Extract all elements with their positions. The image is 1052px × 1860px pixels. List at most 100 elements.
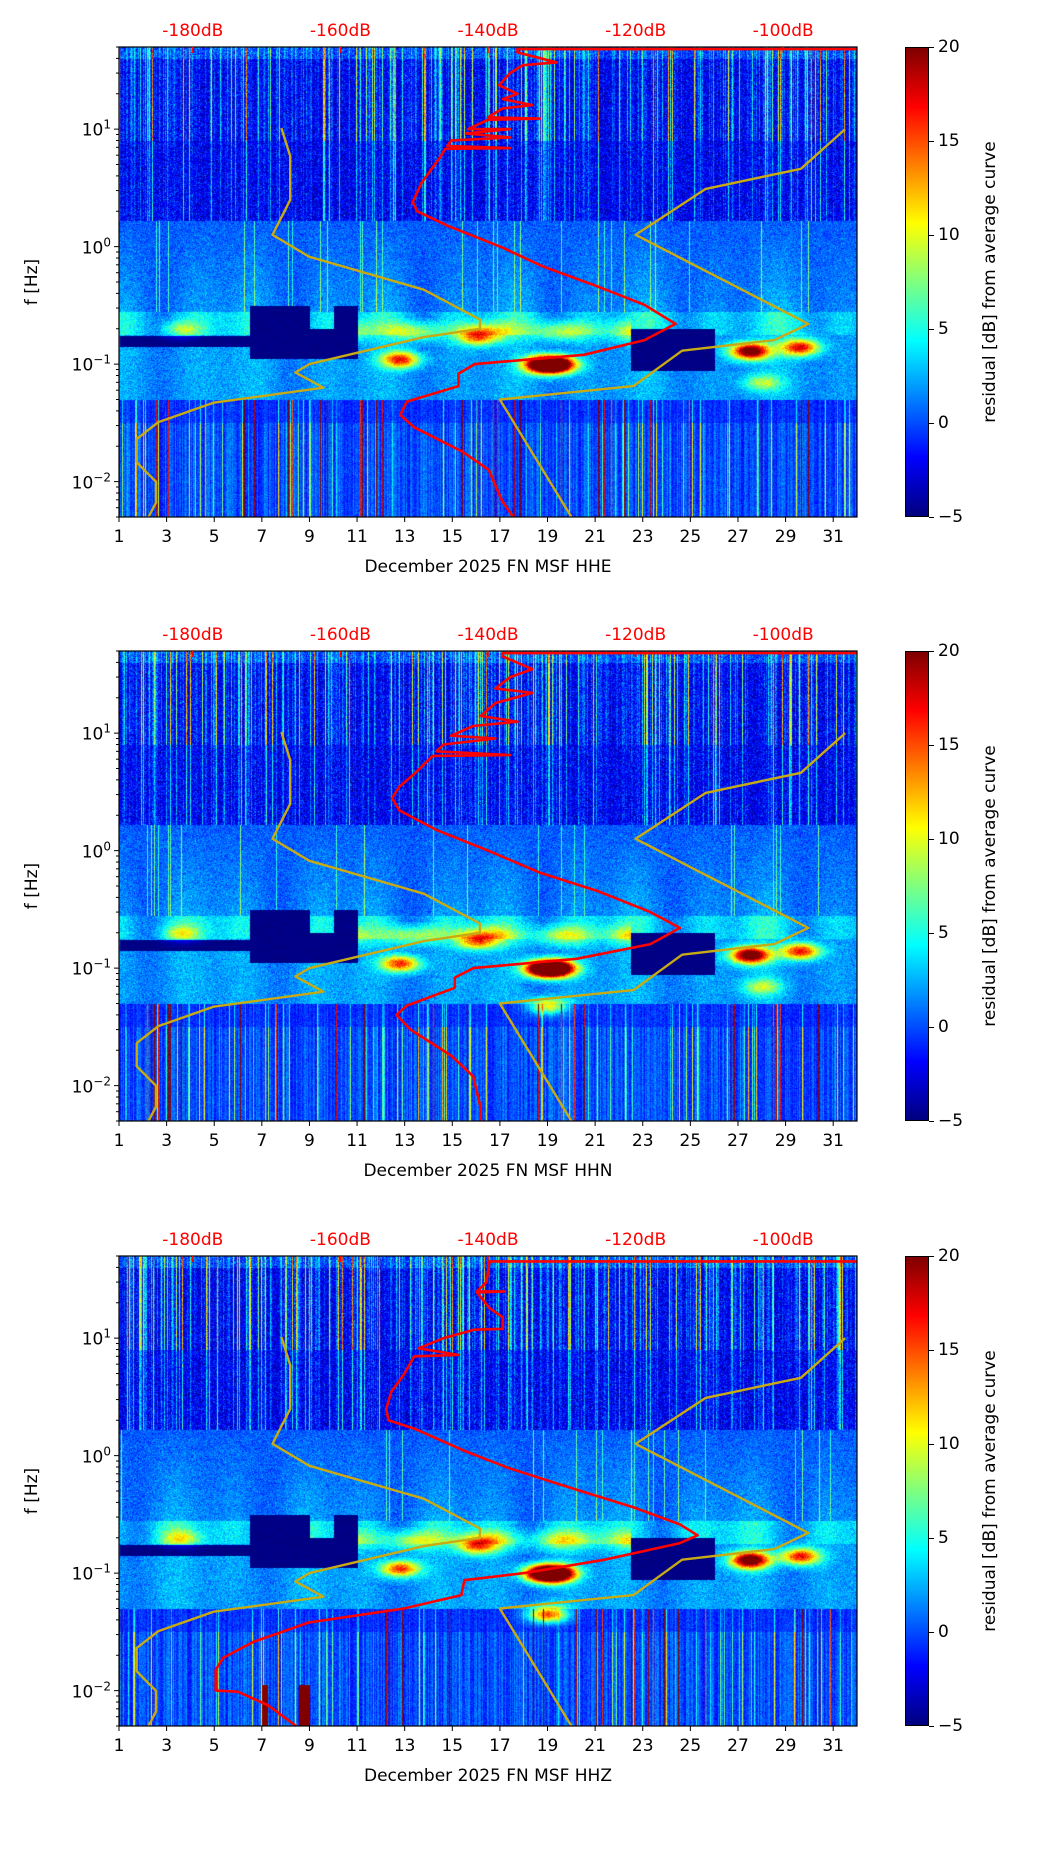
db-tick-label: -180dB <box>162 625 224 645</box>
colorbar-tick-label: 10 <box>938 829 960 849</box>
y-axis-label: f [Hz] <box>22 862 42 910</box>
colorbar-tick-label: 20 <box>938 1246 960 1266</box>
x-tick-label: 19 <box>536 1736 559 1756</box>
x-tick-label: 19 <box>536 1131 559 1151</box>
x-tick-label: 5 <box>208 527 220 547</box>
y-tick-exponent: −1 <box>93 1561 111 1576</box>
colorbar-tick-mark <box>929 1121 934 1122</box>
y-axis-label: f [Hz] <box>22 258 42 306</box>
x-axis-label: December 2025 FN MSF HHE <box>364 557 612 577</box>
x-tick-label: 13 <box>393 1736 416 1756</box>
colorbar-tick-mark <box>929 651 934 652</box>
y-tick-base: 10 <box>71 1076 94 1097</box>
colorbar-label: residual [dB] from average curve <box>980 141 1000 423</box>
colorbar-tick-mark <box>929 1726 934 1727</box>
nhnm-curve <box>498 732 847 1122</box>
colorbar-tick-label: 5 <box>938 1528 949 1548</box>
y-tick-exponent: −2 <box>93 1074 111 1089</box>
y-tick-base: 10 <box>71 1681 94 1702</box>
colorbar-tick-label: 0 <box>938 1017 949 1037</box>
nlnm-curve <box>135 731 482 1122</box>
db-tick-label: -160dB <box>309 1230 371 1250</box>
y-tick-label: 101 <box>51 722 111 745</box>
x-tick-label: 29 <box>774 1736 797 1756</box>
y-tick-label: 10−1 <box>51 957 111 980</box>
y-tick-base: 10 <box>81 841 104 862</box>
y-tick-exponent: 0 <box>103 839 111 854</box>
db-tick-label: -100dB <box>752 1230 814 1250</box>
x-tick-label: 5 <box>208 1131 220 1151</box>
y-tick-exponent: 1 <box>103 117 111 132</box>
colorbar-tick-mark <box>929 517 934 518</box>
db-tick-label: -120dB <box>605 1230 667 1250</box>
y-tick-label: 10−2 <box>51 470 111 493</box>
x-tick-label: 1 <box>113 1736 125 1756</box>
colorbar-tick-label: 0 <box>938 1622 949 1642</box>
db-tick-label: -140dB <box>457 1230 519 1250</box>
x-tick-label: 31 <box>822 527 845 547</box>
colorbar-tick-mark <box>929 1027 934 1028</box>
y-tick-exponent: 0 <box>103 1444 111 1459</box>
y-tick-base: 10 <box>71 355 94 376</box>
x-tick-label: 15 <box>441 1131 464 1151</box>
colorbar-tick-label: 15 <box>938 735 960 755</box>
db-tick-label: -100dB <box>752 625 814 645</box>
y-tick-label: 10−1 <box>51 353 111 376</box>
y-tick-label: 10−2 <box>51 1074 111 1097</box>
x-tick-label: 23 <box>631 1131 654 1151</box>
x-tick-label: 17 <box>489 1131 511 1151</box>
x-tick-label: 23 <box>631 527 654 547</box>
colorbar-label: residual [dB] from average curve <box>980 1350 1000 1632</box>
colorbar-tick-mark <box>929 1538 934 1539</box>
x-tick-label: 3 <box>161 527 173 547</box>
x-tick-label: 27 <box>727 527 749 547</box>
db-tick-label: -120dB <box>605 625 667 645</box>
y-tick-label: 100 <box>51 235 111 258</box>
x-tick-label: 7 <box>256 1131 268 1151</box>
colorbar-tick-mark <box>929 745 934 746</box>
colorbar-tick-label: 5 <box>938 923 949 943</box>
y-tick-label: 100 <box>51 839 111 862</box>
colorbar-tick-label: 5 <box>938 319 949 339</box>
y-tick-base: 10 <box>81 724 104 745</box>
y-tick-base: 10 <box>81 1329 104 1350</box>
x-tick-label: 13 <box>393 527 416 547</box>
x-tick-label: 13 <box>393 1131 416 1151</box>
db-tick-label: -180dB <box>162 21 224 41</box>
colorbar-label: residual [dB] from average curve <box>980 745 1000 1027</box>
y-tick-base: 10 <box>81 237 104 258</box>
y-tick-base: 10 <box>71 959 94 980</box>
db-tick-label: -100dB <box>752 21 814 41</box>
x-tick-label: 11 <box>346 527 368 547</box>
x-tick-label: 21 <box>584 1736 606 1756</box>
db-tick-label: -160dB <box>309 625 371 645</box>
plot-area: 1 3 5 7 9 11 13 15 17 19 21 23 25 27 29 31 101 100 10−1 10−… <box>72 21 858 547</box>
y-tick-exponent: −2 <box>93 1679 111 1694</box>
colorbar-tick-mark <box>929 141 934 142</box>
x-tick-label: 27 <box>727 1131 749 1151</box>
y-tick-label: 101 <box>51 1327 111 1350</box>
nhnm-curve <box>498 1337 847 1727</box>
spectrogram-panel-hhz: 1 3 5 7 9 11 13 15 17 19 21 23 25 27 29 31 101 100 10−1 10−… <box>0 1230 1052 1860</box>
x-tick-label: 17 <box>489 1736 511 1756</box>
db-tick-label: -140dB <box>457 625 519 645</box>
colorbar-tick-label: 20 <box>938 37 960 57</box>
x-tick-label: 25 <box>679 1131 702 1151</box>
colorbar-tick-mark <box>929 1350 934 1351</box>
x-tick-label: 29 <box>774 1131 797 1151</box>
x-tick-label: 9 <box>304 527 315 547</box>
y-tick-base: 10 <box>81 120 104 141</box>
colorbar-tick-label: −5 <box>938 507 964 527</box>
plot-area: 1 3 5 7 9 11 13 15 17 19 21 23 25 27 29 31 101 100 10−1 10−… <box>72 1230 858 1756</box>
x-axis-label: December 2025 FN MSF HHN <box>363 1161 613 1181</box>
x-tick-label: 23 <box>631 1736 654 1756</box>
psd-curve <box>390 651 857 1121</box>
psd-curve <box>214 1260 857 1728</box>
x-tick-label: 15 <box>441 1736 464 1756</box>
db-tick-label: -160dB <box>309 21 371 41</box>
nhnm-curve <box>498 128 847 518</box>
colorbar-tick-mark <box>929 423 934 424</box>
y-tick-label: 100 <box>51 1444 111 1467</box>
colorbar-tick-mark <box>929 235 934 236</box>
plot-area: 1 3 5 7 9 11 13 15 17 19 21 23 25 27 29 31 101 100 10−1 10−… <box>72 625 858 1151</box>
